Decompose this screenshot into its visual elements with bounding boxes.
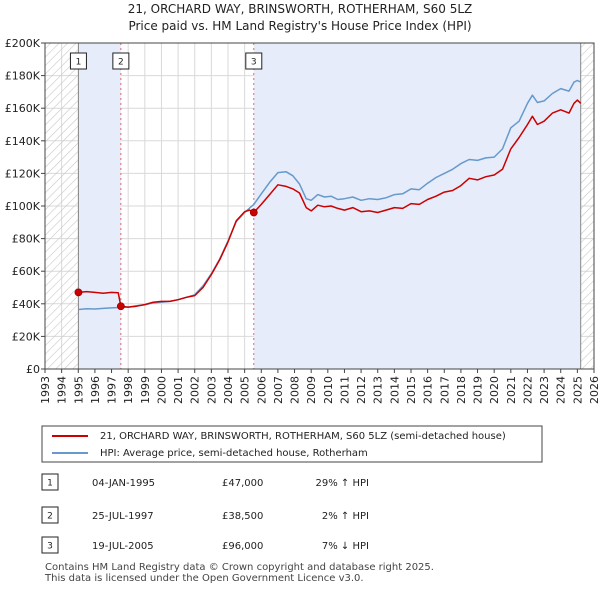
x-tick-label: 2006 — [255, 376, 268, 404]
shaded-region — [78, 43, 121, 369]
y-tick-label: £180K — [5, 70, 41, 83]
transaction-points — [74, 208, 258, 311]
row-hpi-diff: 7% ↓ HPI — [322, 541, 369, 552]
y-tick-label: £40K — [12, 298, 41, 311]
row-hpi-diff: 29% ↑ HPI — [316, 478, 369, 489]
x-tick-label: 2000 — [155, 376, 168, 404]
x-tick-label: 2025 — [571, 376, 584, 404]
x-tick-label: 2014 — [388, 376, 401, 404]
x-tick-label: 2010 — [322, 376, 335, 404]
y-tick-label: £20K — [12, 330, 41, 343]
row-marker-number: 1 — [47, 479, 53, 489]
transaction-point — [249, 208, 258, 217]
x-tick-label: 1995 — [72, 376, 85, 404]
shaded-regions — [45, 43, 594, 369]
x-tick-label: 2026 — [588, 376, 600, 404]
x-tick-label: 2013 — [372, 376, 385, 404]
x-tick-label: 1996 — [89, 376, 102, 404]
row-price: £47,000 — [222, 478, 263, 489]
x-tick-label: 2002 — [189, 376, 202, 404]
hatched-region — [45, 43, 79, 369]
y-tick-label: £80K — [12, 233, 41, 246]
table-row: 3 19-JUL-2005 £96,000 7% ↓ HPI — [41, 536, 369, 554]
legend: 21, ORCHARD WAY, BRINSWORTH, ROTHERHAM, … — [41, 425, 543, 463]
transactions-table: 1 04-JAN-1995 £47,000 29% ↑ HPI 2 25-JUL… — [41, 473, 369, 554]
row-marker-box — [41, 473, 59, 491]
y-tick-label: £0 — [26, 363, 40, 376]
x-tick-label: 2001 — [172, 376, 185, 404]
legend-box — [41, 425, 543, 463]
x-tick-label: 1998 — [122, 376, 135, 404]
chart-title: 21, ORCHARD WAY, BRINSWORTH, ROTHERHAM, … — [128, 2, 473, 16]
y-tick-label: £200K — [5, 37, 41, 50]
x-tick-label: 2005 — [239, 376, 252, 404]
row-price: £96,000 — [222, 541, 263, 552]
shaded-region — [253, 43, 581, 369]
row-price: £38,500 — [222, 511, 263, 522]
y-tick-label: £160K — [5, 102, 41, 115]
transaction-point — [74, 288, 83, 297]
y-tick-label: £60K — [12, 265, 41, 278]
y-axis: £0 £20K £40K £60K £80K £100K £120K £140K £160K £1… — [5, 37, 45, 376]
row-marker-box — [41, 506, 59, 524]
x-axis: 1993 1994 1995 1996 1997 1998 1999 2000 2001 2002… — [39, 369, 600, 404]
series-lines — [78, 79, 582, 311]
transaction-marker-labels: 1 2 3 — [69, 52, 263, 70]
row-marker-number: 2 — [47, 512, 53, 522]
x-tick-label: 1997 — [106, 376, 119, 404]
row-date: 25-JUL-1997 — [92, 511, 154, 522]
x-tick-label: 2009 — [305, 376, 318, 404]
x-tick-label: 2024 — [555, 376, 568, 404]
marker-box — [245, 52, 263, 70]
x-tick-label: 2003 — [205, 376, 218, 404]
x-tick-label: 2007 — [272, 376, 285, 404]
y-tick-label: £120K — [5, 167, 41, 180]
y-tick-label: £140K — [5, 135, 41, 148]
transaction-point — [116, 302, 125, 311]
x-tick-label: 2017 — [438, 376, 451, 404]
x-tick-label: 2019 — [472, 376, 485, 404]
footer-license: This data is licensed under the Open Gov… — [44, 573, 364, 584]
x-tick-label: 2023 — [538, 376, 551, 404]
hatched-region — [580, 43, 594, 369]
x-tick-label: 2011 — [338, 376, 351, 404]
x-tick-label: 2004 — [222, 376, 235, 404]
row-date: 04-JAN-1995 — [92, 478, 155, 489]
marker-number: 2 — [118, 58, 124, 68]
x-tick-label: 2022 — [521, 376, 534, 404]
y-tick-label: £100K — [5, 200, 41, 213]
table-row: 1 04-JAN-1995 £47,000 29% ↑ HPI — [41, 473, 369, 491]
x-tick-label: 2008 — [289, 376, 302, 404]
x-tick-label: 2020 — [488, 376, 501, 404]
marker-number: 3 — [251, 58, 257, 68]
marker-box — [69, 52, 87, 70]
legend-label-hpi: HPI: Average price, semi-detached house,… — [100, 448, 368, 459]
x-tick-label: 1993 — [39, 376, 52, 404]
row-marker-box — [41, 536, 59, 554]
row-marker-number: 3 — [47, 542, 53, 552]
row-date: 19-JUL-2005 — [92, 541, 154, 552]
row-hpi-diff: 2% ↑ HPI — [322, 511, 369, 522]
x-tick-label: 2012 — [355, 376, 368, 404]
x-tick-label: 2021 — [505, 376, 518, 404]
x-tick-label: 1994 — [56, 376, 69, 404]
table-row: 2 25-JUL-1997 £38,500 2% ↑ HPI — [41, 506, 369, 524]
x-tick-label: 2018 — [455, 376, 468, 404]
x-tick-label: 1999 — [139, 376, 152, 404]
marker-box — [112, 52, 130, 70]
x-tick-label: 2016 — [422, 376, 435, 404]
x-tick-label: 2015 — [405, 376, 418, 404]
marker-number: 1 — [76, 58, 82, 68]
transaction-date-lines — [77, 43, 582, 369]
legend-label-property: 21, ORCHARD WAY, BRINSWORTH, ROTHERHAM, … — [100, 431, 506, 442]
property-price-line — [78, 99, 582, 308]
footer-copyright: Contains HM Land Registry data © Crown c… — [45, 562, 434, 573]
chart-subtitle: Price paid vs. HM Land Registry's House … — [128, 19, 471, 33]
